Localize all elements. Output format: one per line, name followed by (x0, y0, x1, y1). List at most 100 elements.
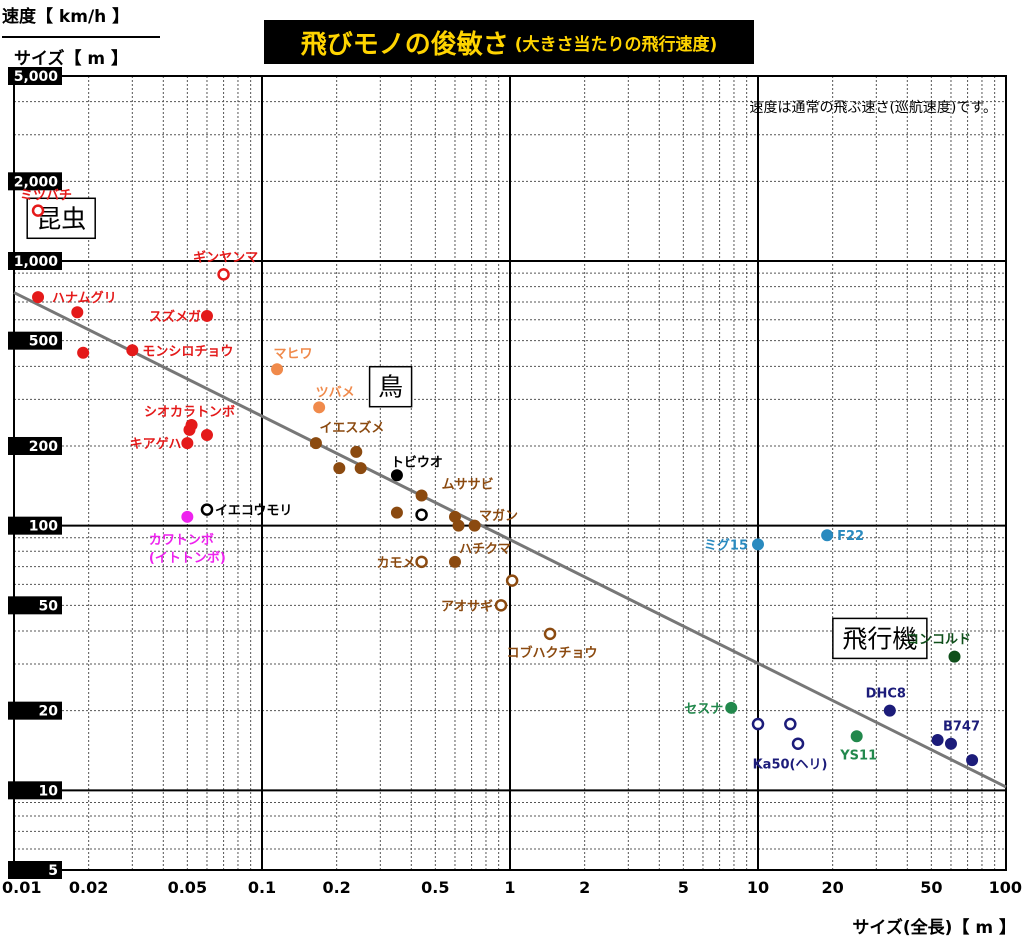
data-point-label: スズメガ (149, 309, 201, 325)
data-point-label: モンシロチョウ (142, 344, 233, 359)
data-point-open (505, 574, 519, 587)
trend-line (13, 291, 1007, 789)
region-label-text: 飛行機 (842, 624, 917, 653)
y-tick-label: 5,000 (14, 69, 59, 85)
y-tick-label: 100 (29, 519, 58, 535)
data-point-label: セスナ (684, 702, 723, 717)
x-tick-label: 0.1 (248, 878, 276, 897)
chart-subtitle: (大きさ当たりの飛行速度) (514, 34, 718, 55)
data-point (948, 650, 961, 663)
data-point-open (31, 204, 45, 217)
x-tick-label: 0.05 (168, 878, 207, 897)
data-point-open (415, 508, 428, 521)
data-point (944, 737, 957, 750)
x-tick-label: 1 (504, 878, 515, 897)
data-point (126, 344, 139, 357)
data-point-label: ギンヤンマ (193, 249, 258, 265)
data-point (390, 469, 403, 482)
data-point-label: Ka50(ヘリ) (753, 758, 828, 773)
chart-title-box: 飛びモノの俊敏さ (大きさ当たりの飛行速度) (264, 20, 754, 64)
data-point-open (415, 555, 428, 569)
data-point-label: アオサギ (441, 598, 493, 614)
y-axis-label-divider (2, 36, 160, 38)
data-point-open (494, 599, 508, 612)
region-label-text: 鳥 (378, 373, 403, 402)
y-tick-tab (8, 436, 62, 455)
y-tick-label: 1,000 (14, 254, 59, 270)
data-point-label: イエスズメ (319, 420, 384, 436)
data-point-label: コブハクチョウ (507, 645, 598, 661)
data-point (183, 423, 196, 436)
data-point-label: イエコウモリ (215, 504, 292, 519)
x-tick-label: 5 (678, 878, 689, 897)
x-tick-label: 20 (822, 878, 844, 897)
data-point-label: シオカラトンボ (144, 404, 235, 420)
data-point-label: コンコルド (906, 633, 971, 648)
data-point-label: マヒワ (274, 347, 313, 362)
region-label-box (368, 365, 413, 408)
data-point (883, 704, 896, 717)
data-point-label: カワトンボ (149, 532, 214, 548)
data-point-label: キアゲハ (130, 436, 182, 452)
plot-frame (13, 75, 1007, 871)
data-point (350, 445, 363, 458)
x-tick-label: 100 (989, 878, 1022, 897)
data-point-label: ハチクマ (459, 542, 511, 557)
y-tick-tab (8, 251, 62, 270)
x-tick-label: 10 (747, 878, 769, 897)
y-tick-label: 10 (39, 783, 59, 799)
region-label: 鳥 (368, 365, 413, 408)
data-point (181, 510, 194, 523)
x-tick-label: 0.02 (69, 878, 108, 897)
region-label: 飛行機 (832, 617, 928, 660)
data-point (850, 730, 863, 743)
data-point-label: B747 (943, 720, 980, 735)
data-point-label: F22 (837, 529, 864, 544)
y-tick-label: 50 (39, 598, 59, 614)
data-point (452, 519, 465, 532)
y-tick-tab (8, 861, 62, 879)
data-point-label: マガン (479, 509, 518, 524)
y-tick-tab (8, 781, 62, 800)
y-tick-label: 2,000 (14, 174, 59, 190)
data-point (390, 506, 403, 519)
y-tick-tab (8, 516, 62, 535)
data-point (821, 529, 834, 542)
x-axis-label: サイズ(全長)【 m 】 (852, 918, 1016, 938)
data-point-open (217, 268, 230, 281)
y-tick-tab (8, 701, 62, 720)
data-point-label: DHC8 (866, 687, 906, 702)
data-point (181, 437, 194, 450)
region-label: 昆虫 (26, 197, 96, 240)
data-point (448, 555, 461, 568)
data-point-open (200, 503, 214, 516)
data-point (468, 519, 481, 532)
x-tick-label: 0.01 (2, 878, 41, 897)
y-axis-label-bottom: サイズ【 m 】 (14, 49, 129, 69)
data-point-open (784, 717, 797, 731)
y-tick-label: 5 (48, 863, 58, 879)
data-point-label: ミグ15 (704, 537, 748, 553)
data-point (309, 437, 322, 450)
data-point (966, 754, 979, 767)
data-point (77, 346, 90, 359)
y-tick-label: 200 (29, 439, 58, 455)
data-point (71, 306, 84, 319)
data-point-label: トビウオ (391, 454, 443, 470)
x-tick-label: 0.2 (322, 878, 350, 897)
y-axis-label-top: 速度【 km/h 】 (2, 7, 130, 27)
data-point (313, 401, 326, 414)
data-point-open (791, 737, 805, 750)
data-point-open (751, 717, 765, 731)
data-point (200, 309, 213, 322)
data-point-label: (イトトンボ) (149, 550, 226, 566)
data-point (725, 701, 738, 714)
data-point-label: ミツバチ (20, 189, 72, 204)
data-point-label: ハナムグリ (52, 290, 117, 306)
y-tick-label: 500 (29, 334, 58, 350)
x-tick-label: 0.5 (421, 878, 449, 897)
data-point (32, 291, 45, 304)
data-point (271, 363, 284, 376)
y-tick-tab (8, 331, 62, 350)
